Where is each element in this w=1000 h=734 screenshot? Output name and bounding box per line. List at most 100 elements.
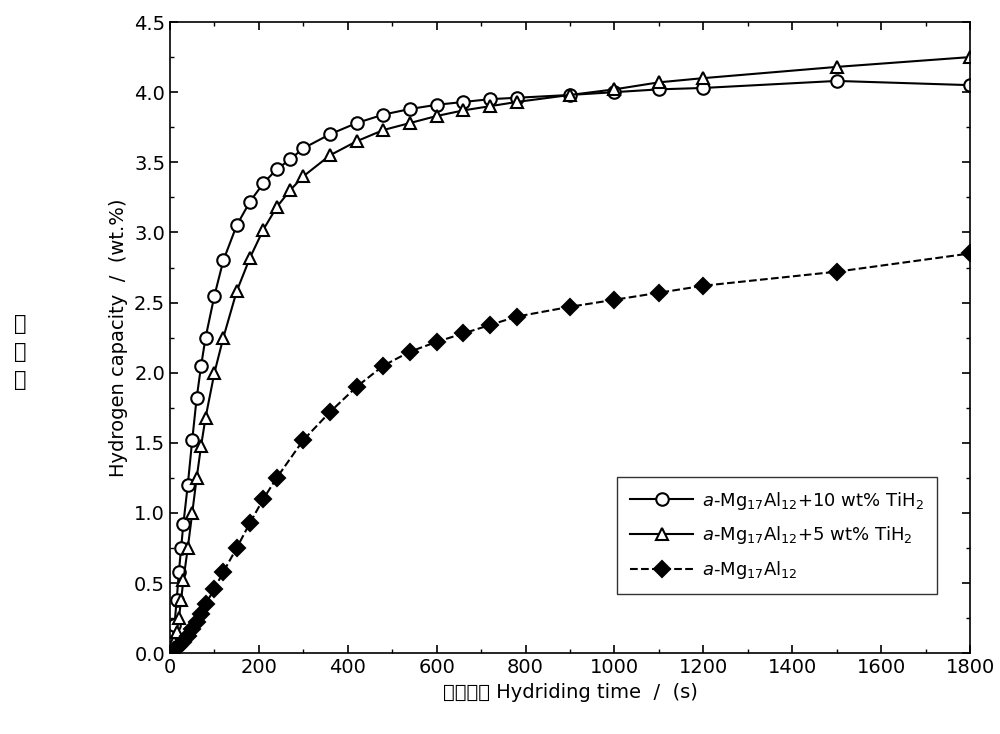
- $\itа$-Mg$_{17}$Al$_{12}$+5 wt% TiH$_2$: [191, 473, 203, 482]
- Line: $\itа$-Mg$_{17}$Al$_{12}$+10 wt% TiH$_2$: $\itа$-Mg$_{17}$Al$_{12}$+10 wt% TiH$_2$: [164, 75, 976, 660]
- $\itа$-Mg$_{17}$Al$_{12}$+10 wt% TiH$_2$: [177, 520, 189, 528]
- Line: $\itа$-Mg$_{17}$Al$_{12}$+5 wt% TiH$_2$: $\itа$-Mg$_{17}$Al$_{12}$+5 wt% TiH$_2$: [164, 51, 976, 660]
- $\itа$-Mg$_{17}$Al$_{12}$: [200, 600, 212, 608]
- X-axis label: 氢化时间 Hydriding time  /  (s): 氢化时间 Hydriding time / (s): [443, 683, 697, 702]
- $\itа$-Mg$_{17}$Al$_{12}$+10 wt% TiH$_2$: [484, 95, 496, 103]
- $\itа$-Mg$_{17}$Al$_{12}$+5 wt% TiH$_2$: [564, 90, 576, 99]
- $\itа$-Mg$_{17}$Al$_{12}$: [431, 338, 443, 346]
- $\itа$-Mg$_{17}$Al$_{12}$+5 wt% TiH$_2$: [653, 78, 665, 87]
- $\itа$-Mg$_{17}$Al$_{12}$: [208, 584, 220, 593]
- $\itа$-Mg$_{17}$Al$_{12}$+10 wt% TiH$_2$: [351, 119, 363, 128]
- $\itа$-Mg$_{17}$Al$_{12}$: [217, 567, 229, 576]
- $\itа$-Mg$_{17}$Al$_{12}$+10 wt% TiH$_2$: [297, 144, 309, 153]
- $\itа$-Mg$_{17}$Al$_{12}$+10 wt% TiH$_2$: [166, 638, 178, 647]
- $\itа$-Mg$_{17}$Al$_{12}$+10 wt% TiH$_2$: [564, 90, 576, 99]
- $\itа$-Mg$_{17}$Al$_{12}$+10 wt% TiH$_2$: [171, 595, 183, 604]
- $\itа$-Mg$_{17}$Al$_{12}$+5 wt% TiH$_2$: [164, 649, 176, 658]
- $\itа$-Mg$_{17}$Al$_{12}$: [173, 642, 185, 650]
- $\itа$-Mg$_{17}$Al$_{12}$+10 wt% TiH$_2$: [244, 197, 256, 206]
- $\itа$-Mg$_{17}$Al$_{12}$+5 wt% TiH$_2$: [511, 98, 523, 106]
- $\itа$-Mg$_{17}$Al$_{12}$+5 wt% TiH$_2$: [186, 509, 198, 517]
- $\itа$-Mg$_{17}$Al$_{12}$+5 wt% TiH$_2$: [831, 62, 843, 71]
- $\itа$-Mg$_{17}$Al$_{12}$+10 wt% TiH$_2$: [175, 544, 187, 553]
- $\itа$-Mg$_{17}$Al$_{12}$: [271, 473, 283, 482]
- $\itа$-Mg$_{17}$Al$_{12}$: [404, 347, 416, 356]
- $\itа$-Mg$_{17}$Al$_{12}$: [964, 249, 976, 258]
- $\itа$-Mg$_{17}$Al$_{12}$: [182, 632, 194, 641]
- $\itа$-Mg$_{17}$Al$_{12}$: [231, 544, 243, 553]
- $\itа$-Mg$_{17}$Al$_{12}$: [351, 382, 363, 391]
- $\itа$-Mg$_{17}$Al$_{12}$+5 wt% TiH$_2$: [182, 544, 194, 553]
- $\itа$-Mg$_{17}$Al$_{12}$+5 wt% TiH$_2$: [404, 119, 416, 128]
- $\itа$-Mg$_{17}$Al$_{12}$+10 wt% TiH$_2$: [457, 98, 469, 106]
- $\itа$-Mg$_{17}$Al$_{12}$+10 wt% TiH$_2$: [191, 393, 203, 402]
- $\itа$-Mg$_{17}$Al$_{12}$: [177, 638, 189, 647]
- $\itа$-Mg$_{17}$Al$_{12}$+5 wt% TiH$_2$: [208, 368, 220, 377]
- $\itа$-Mg$_{17}$Al$_{12}$+10 wt% TiH$_2$: [231, 221, 243, 230]
- $\itа$-Mg$_{17}$Al$_{12}$+5 wt% TiH$_2$: [608, 85, 620, 94]
- $\itа$-Mg$_{17}$Al$_{12}$+5 wt% TiH$_2$: [431, 112, 443, 120]
- $\itа$-Mg$_{17}$Al$_{12}$: [831, 267, 843, 276]
- $\itа$-Mg$_{17}$Al$_{12}$+10 wt% TiH$_2$: [168, 621, 180, 630]
- $\itа$-Mg$_{17}$Al$_{12}$+5 wt% TiH$_2$: [200, 413, 212, 422]
- $\itа$-Mg$_{17}$Al$_{12}$+10 wt% TiH$_2$: [324, 130, 336, 139]
- $\itа$-Mg$_{17}$Al$_{12}$+5 wt% TiH$_2$: [964, 53, 976, 62]
- $\itа$-Mg$_{17}$Al$_{12}$: [168, 646, 180, 655]
- $\itа$-Mg$_{17}$Al$_{12}$+10 wt% TiH$_2$: [377, 110, 389, 119]
- $\itа$-Mg$_{17}$Al$_{12}$+5 wt% TiH$_2$: [377, 126, 389, 134]
- Text: 氢
容
量: 氢 容 量: [14, 314, 26, 390]
- $\itа$-Mg$_{17}$Al$_{12}$+10 wt% TiH$_2$: [217, 256, 229, 265]
- $\itа$-Mg$_{17}$Al$_{12}$: [457, 329, 469, 338]
- $\itа$-Mg$_{17}$Al$_{12}$+10 wt% TiH$_2$: [697, 84, 709, 92]
- $\itа$-Mg$_{17}$Al$_{12}$+10 wt% TiH$_2$: [271, 165, 283, 174]
- $\itа$-Mg$_{17}$Al$_{12}$+10 wt% TiH$_2$: [182, 481, 194, 490]
- $\itа$-Mg$_{17}$Al$_{12}$+5 wt% TiH$_2$: [177, 576, 189, 585]
- $\itа$-Mg$_{17}$Al$_{12}$+10 wt% TiH$_2$: [404, 104, 416, 113]
- $\itа$-Mg$_{17}$Al$_{12}$+5 wt% TiH$_2$: [175, 595, 187, 604]
- $\itа$-Mg$_{17}$Al$_{12}$+5 wt% TiH$_2$: [697, 73, 709, 82]
- $\itа$-Mg$_{17}$Al$_{12}$: [324, 407, 336, 416]
- $\itа$-Mg$_{17}$Al$_{12}$+10 wt% TiH$_2$: [208, 291, 220, 300]
- $\itа$-Mg$_{17}$Al$_{12}$+10 wt% TiH$_2$: [164, 649, 176, 658]
- $\itа$-Mg$_{17}$Al$_{12}$: [564, 302, 576, 311]
- Legend: $\itа$-Mg$_{17}$Al$_{12}$+10 wt% TiH$_2$, $\itа$-Mg$_{17}$Al$_{12}$+5 wt% TiH$_2: $\itа$-Mg$_{17}$Al$_{12}$+10 wt% TiH$_2$…: [617, 477, 937, 594]
- $\itа$-Mg$_{17}$Al$_{12}$+10 wt% TiH$_2$: [653, 85, 665, 94]
- $\itа$-Mg$_{17}$Al$_{12}$+5 wt% TiH$_2$: [244, 253, 256, 262]
- $\itа$-Mg$_{17}$Al$_{12}$+10 wt% TiH$_2$: [173, 567, 185, 576]
- $\itа$-Mg$_{17}$Al$_{12}$+5 wt% TiH$_2$: [297, 172, 309, 181]
- $\itа$-Mg$_{17}$Al$_{12}$+5 wt% TiH$_2$: [168, 638, 180, 647]
- $\itа$-Mg$_{17}$Al$_{12}$+10 wt% TiH$_2$: [431, 101, 443, 109]
- $\itа$-Mg$_{17}$Al$_{12}$+10 wt% TiH$_2$: [257, 179, 269, 188]
- $\itа$-Mg$_{17}$Al$_{12}$: [164, 649, 176, 658]
- $\itа$-Mg$_{17}$Al$_{12}$: [377, 361, 389, 370]
- $\itа$-Mg$_{17}$Al$_{12}$+5 wt% TiH$_2$: [324, 151, 336, 160]
- $\itа$-Mg$_{17}$Al$_{12}$+10 wt% TiH$_2$: [284, 155, 296, 164]
- Line: $\itа$-Mg$_{17}$Al$_{12}$: $\itа$-Mg$_{17}$Al$_{12}$: [164, 248, 976, 659]
- $\itа$-Mg$_{17}$Al$_{12}$+10 wt% TiH$_2$: [831, 76, 843, 85]
- $\itа$-Mg$_{17}$Al$_{12}$: [608, 295, 620, 304]
- $\itа$-Mg$_{17}$Al$_{12}$+10 wt% TiH$_2$: [195, 361, 207, 370]
- $\itа$-Mg$_{17}$Al$_{12}$+5 wt% TiH$_2$: [257, 225, 269, 234]
- $\itа$-Mg$_{17}$Al$_{12}$: [653, 288, 665, 297]
- $\itа$-Mg$_{17}$Al$_{12}$+5 wt% TiH$_2$: [173, 614, 185, 622]
- $\itа$-Mg$_{17}$Al$_{12}$: [257, 495, 269, 504]
- $\itа$-Mg$_{17}$Al$_{12}$+5 wt% TiH$_2$: [484, 102, 496, 111]
- $\itа$-Mg$_{17}$Al$_{12}$+5 wt% TiH$_2$: [351, 137, 363, 145]
- $\itа$-Mg$_{17}$Al$_{12}$+10 wt% TiH$_2$: [200, 333, 212, 342]
- $\itа$-Mg$_{17}$Al$_{12}$+10 wt% TiH$_2$: [608, 88, 620, 97]
- $\itа$-Mg$_{17}$Al$_{12}$: [186, 625, 198, 634]
- $\itа$-Mg$_{17}$Al$_{12}$+5 wt% TiH$_2$: [166, 644, 178, 653]
- $\itа$-Mg$_{17}$Al$_{12}$+5 wt% TiH$_2$: [195, 441, 207, 450]
- $\itа$-Mg$_{17}$Al$_{12}$+10 wt% TiH$_2$: [511, 93, 523, 102]
- $\itа$-Mg$_{17}$Al$_{12}$: [484, 321, 496, 330]
- $\itа$-Mg$_{17}$Al$_{12}$+5 wt% TiH$_2$: [217, 333, 229, 342]
- $\itа$-Mg$_{17}$Al$_{12}$+5 wt% TiH$_2$: [271, 203, 283, 211]
- $\itа$-Mg$_{17}$Al$_{12}$: [244, 518, 256, 527]
- $\itа$-Mg$_{17}$Al$_{12}$+5 wt% TiH$_2$: [457, 106, 469, 115]
- $\itа$-Mg$_{17}$Al$_{12}$: [297, 436, 309, 445]
- $\itа$-Mg$_{17}$Al$_{12}$: [191, 618, 203, 627]
- $\itа$-Mg$_{17}$Al$_{12}$+5 wt% TiH$_2$: [284, 186, 296, 195]
- $\itа$-Mg$_{17}$Al$_{12}$: [511, 312, 523, 321]
- $\itа$-Mg$_{17}$Al$_{12}$: [697, 281, 709, 290]
- $\itа$-Mg$_{17}$Al$_{12}$+5 wt% TiH$_2$: [231, 287, 243, 296]
